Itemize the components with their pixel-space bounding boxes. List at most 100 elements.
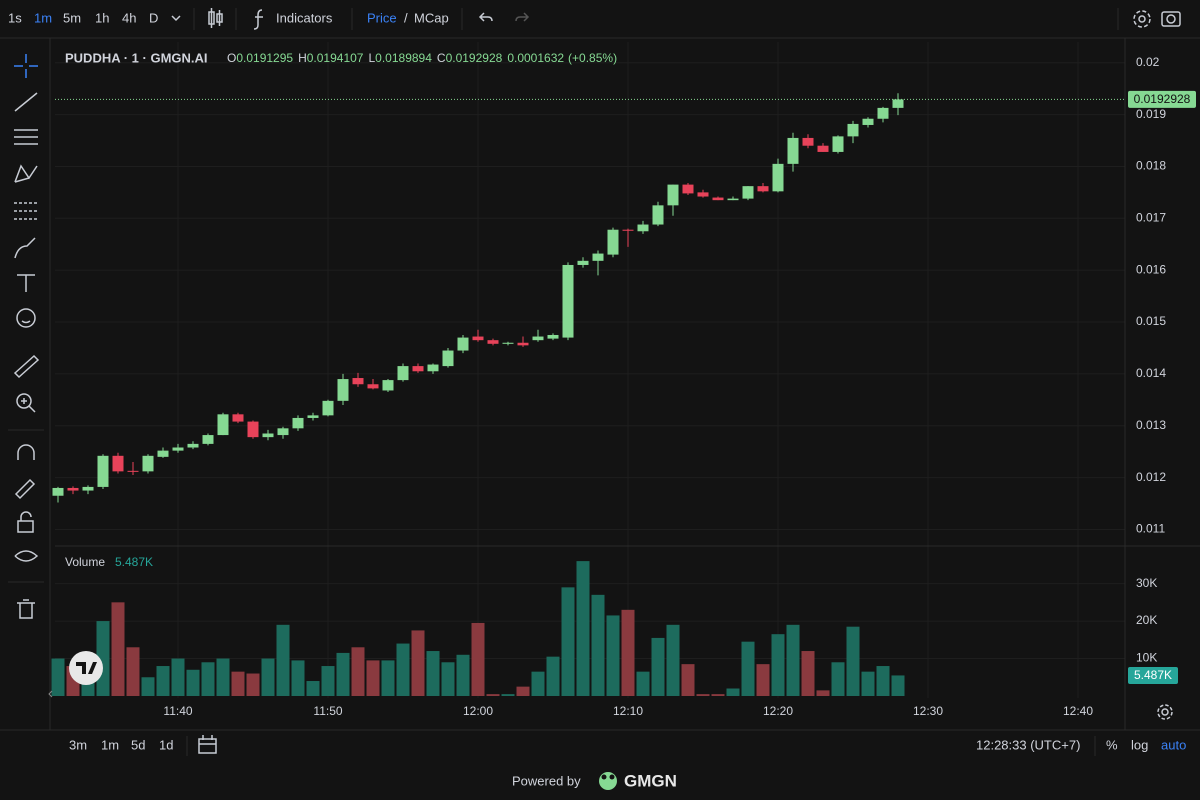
ohlc-value: 0.0189894	[375, 51, 432, 65]
scroll-left-icon[interactable]	[48, 690, 53, 698]
volume-bar	[771, 634, 785, 696]
range-button[interactable]: 3m	[69, 737, 87, 752]
volume-bar	[831, 662, 845, 696]
candle-body	[67, 487, 79, 491]
volume-bar	[186, 669, 200, 696]
volume-bar	[51, 658, 65, 696]
candle-body	[772, 163, 784, 192]
volume-bar	[231, 671, 245, 696]
screenshot-icon[interactable]	[1161, 11, 1181, 27]
volume-bar	[141, 677, 155, 696]
candle-body	[247, 421, 259, 438]
candle-body	[697, 192, 709, 197]
volume-bar	[441, 662, 455, 696]
dropdown-icon[interactable]	[171, 15, 181, 22]
x-tick-label: 11:40	[163, 704, 192, 718]
candle-body	[142, 455, 154, 472]
volume-bar	[291, 660, 305, 696]
zoom-tool[interactable]	[16, 393, 36, 413]
volume-bar	[666, 624, 680, 696]
y-tick-label: 0.015	[1136, 314, 1166, 328]
ohlc-letter: H	[298, 51, 307, 65]
candle-body	[277, 428, 289, 436]
y-tick-label: 20K	[1136, 613, 1157, 627]
candle-body	[592, 253, 604, 261]
lock-drawing-tool[interactable]	[14, 478, 36, 500]
mcap-toggle[interactable]: MCap	[414, 10, 449, 25]
y-tick-label: 0.019	[1136, 107, 1166, 121]
candle-body	[382, 380, 394, 391]
date-range-icon[interactable]	[198, 735, 217, 754]
candle-body	[457, 337, 469, 351]
candle-body	[172, 447, 184, 451]
candle-body	[832, 136, 844, 152]
ohlc-value: 0.0194107	[307, 51, 364, 65]
redo-icon[interactable]	[515, 12, 530, 22]
volume-bar	[531, 671, 545, 696]
interval[interactable]: 5m	[63, 10, 81, 25]
volume-bar	[126, 647, 140, 696]
axis-settings-icon[interactable]	[1157, 704, 1173, 720]
fib-tool[interactable]	[14, 129, 38, 145]
last-price-label: 0.0192928	[1134, 92, 1191, 106]
volume-bar	[516, 686, 530, 696]
candle-body	[652, 205, 664, 225]
candle-body	[397, 366, 409, 381]
range-button[interactable]: 1d	[159, 737, 173, 752]
y-tick-label: 30K	[1136, 576, 1157, 590]
candle-body	[532, 336, 544, 341]
settings-icon[interactable]	[1133, 10, 1151, 28]
magnet-tool[interactable]	[17, 444, 35, 460]
interval[interactable]: 1h	[95, 10, 109, 25]
range-button[interactable]: 1m	[101, 737, 119, 752]
candle-body	[97, 455, 109, 487]
volume-bar	[636, 671, 650, 696]
prediction-tool[interactable]	[14, 202, 38, 220]
volume-bar	[246, 673, 260, 696]
volume-bar	[786, 624, 800, 696]
price-toggle[interactable]: Price	[367, 10, 397, 25]
delete-tool[interactable]	[17, 599, 35, 619]
candle-body	[817, 145, 829, 152]
text-tool[interactable]	[17, 274, 35, 292]
volume-bar	[711, 694, 725, 696]
candle-body	[547, 334, 559, 339]
visibility-tool[interactable]	[14, 550, 39, 562]
candle-body	[577, 260, 589, 265]
volume-bar	[726, 688, 740, 696]
interval[interactable]: D	[149, 10, 158, 25]
ohlc-letter: L	[368, 51, 375, 65]
y-tick-label: 0.013	[1136, 418, 1166, 432]
candle-body	[52, 487, 64, 496]
gmgn-logo	[599, 772, 617, 790]
volume-bar	[396, 643, 410, 696]
volume-title: Volume	[65, 555, 105, 569]
candle-body	[337, 379, 349, 401]
lock-tool[interactable]	[17, 511, 34, 533]
interval[interactable]: 4h	[122, 10, 136, 25]
auto-toggle[interactable]: auto	[1161, 737, 1186, 752]
chart-type-icon[interactable]	[208, 8, 223, 28]
pattern-tool[interactable]	[14, 164, 38, 183]
percent-toggle[interactable]: %	[1106, 737, 1118, 752]
brush-tool[interactable]	[14, 237, 36, 259]
ruler-tool[interactable]	[13, 354, 40, 379]
emoji-tool[interactable]	[16, 308, 36, 328]
indicators-button[interactable]: Indicators	[276, 10, 333, 25]
crosshair-tool[interactable]	[14, 54, 38, 78]
interval[interactable]: 1s	[8, 10, 22, 25]
range-button[interactable]: 5d	[131, 737, 145, 752]
trendline-tool[interactable]	[14, 92, 38, 112]
volume-bar	[891, 675, 905, 696]
volume-bar	[336, 652, 350, 696]
left-toolbar	[8, 54, 44, 619]
y-tick-label: 0.012	[1136, 470, 1166, 484]
candle-body	[877, 107, 889, 119]
indicators-icon[interactable]	[253, 9, 263, 30]
candle-body	[472, 336, 484, 341]
volume-bar	[156, 666, 170, 696]
volume-bar	[561, 587, 575, 696]
log-toggle[interactable]: log	[1131, 737, 1148, 752]
undo-icon[interactable]	[478, 12, 493, 22]
interval-active[interactable]: 1m	[34, 10, 52, 25]
